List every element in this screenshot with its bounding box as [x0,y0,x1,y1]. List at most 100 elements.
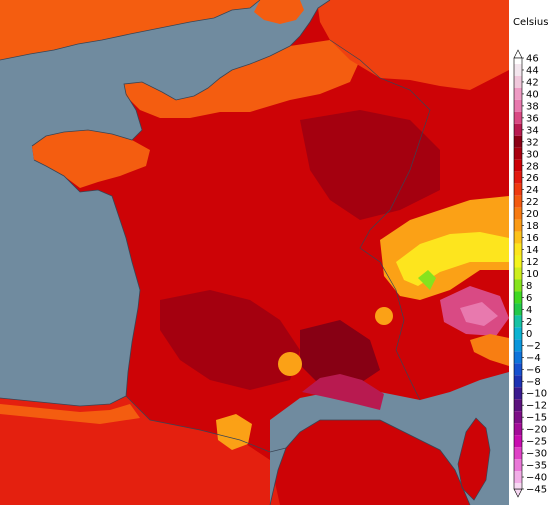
warm-northwest [32,130,150,188]
legend-tick-label: 24 [526,185,539,196]
legend-tick-label: 42 [526,77,539,88]
legend-tick-label: −15 [526,413,547,424]
temperature-map-svg [0,0,509,505]
legend-swatch [514,375,522,388]
legend-swatch [514,363,522,376]
legend-swatch [514,135,522,148]
spain-warm-band [0,404,140,424]
legend-swatch [514,63,522,76]
legend-tick-label: 26 [526,173,539,184]
legend-tick-label: 38 [526,101,539,112]
legend-swatch [514,471,522,484]
legend-tick-label: −20 [526,425,547,436]
coastline-med [269,419,471,505]
gulf-of-lion [270,372,509,505]
legend-tick-label: 10 [526,269,539,280]
legend-swatch [514,279,522,292]
legend-swatch [514,447,522,460]
legend-swatch [514,327,522,340]
legend-swatch [514,123,522,136]
legend-scale: 4644424038363432302826242220181614121086… [513,49,547,498]
legend-tick-label: 32 [526,137,539,148]
uk-coastline [0,0,261,61]
legend-tick-label: −40 [526,473,547,484]
coastline [31,0,331,147]
legend-tick-label: −6 [526,365,541,376]
legend-swatch [514,171,522,184]
legend-tick-label: −8 [526,377,541,388]
legend-tick-label: 0 [526,329,532,340]
legend-tick-label: 14 [526,245,539,256]
spain-north [0,396,280,505]
corsica-outline [457,417,491,501]
legend-tick-label: 16 [526,233,539,244]
legend-swatch [514,99,522,112]
legend-tick-label: 12 [526,257,539,268]
legend-swatch [514,219,522,232]
legend-tick-label: 44 [526,65,539,76]
alps-cool [396,232,509,286]
hot-east [300,320,380,390]
legend-swatch [514,87,522,100]
legend-tick-label: 46 [526,54,539,65]
legend-unit-label: Celsius [513,17,549,28]
legend-tick-label: −45 [526,485,547,496]
legend-swatch [514,351,522,364]
legend-tick-label: 8 [526,281,532,292]
hot-south-west [160,290,300,390]
legend-swatch [514,183,522,196]
legend-tick-label: 20 [526,209,539,220]
legend-swatch [514,483,522,489]
legend-swatch [514,147,522,160]
uk-east [254,0,304,24]
legend-tick-label: −4 [526,353,541,364]
legend-swatch [514,159,522,172]
legend-tick-label: 18 [526,221,539,232]
legend-tick-label: 28 [526,161,539,172]
legend-swatch [514,243,522,256]
legend-tick-label: 40 [526,89,539,100]
alps-cold [418,270,436,290]
legend-swatch [514,387,522,400]
legend-tick-label: 30 [526,149,539,160]
warm-pocket-alps [375,307,393,325]
warm-belgium [318,0,509,90]
legend-tick-label: 4 [526,305,532,316]
legend-tick-label: −25 [526,437,547,448]
legend-tick-label: −30 [526,449,547,460]
legend-swatch [514,58,522,64]
legend-swatch [514,411,522,424]
legend-tick-label: −10 [526,389,547,400]
legend-swatch [514,75,522,88]
legend-swatch [514,315,522,328]
legend-swatch [514,435,522,448]
legend-swatch [514,267,522,280]
national-border-east [329,39,431,401]
liguria-warm [470,334,509,366]
legend-outline [513,57,523,490]
legend-swatch [514,303,522,316]
temperature-map [0,0,509,505]
legend-swatch [514,339,522,352]
legend-swatch [514,111,522,124]
legend-swatch [514,399,522,412]
legend-arrow-bottom [513,488,523,498]
legend-tick-label: 2 [526,317,532,328]
legend-tick-label: −12 [526,401,547,412]
legend-tick-label: −35 [526,461,547,472]
national-border-spain [125,395,287,453]
warm-pocket-pyrenees [224,420,248,444]
legend-swatch [514,255,522,268]
legend-tick-label: −2 [526,341,541,352]
legend-swatch [514,459,522,472]
hot-interior [300,110,440,220]
color-legend: Celsius 46 44 42 40 38 36 34 32 30 28 26 24 22 20 18 16… [509,0,551,505]
po-valley-peak [460,302,498,326]
corsica [458,418,490,500]
legend-swatch [514,291,522,304]
legend-swatch [514,207,522,220]
legend-swatch [514,231,522,244]
provence-hot [302,374,384,410]
coastline-west [0,159,141,407]
